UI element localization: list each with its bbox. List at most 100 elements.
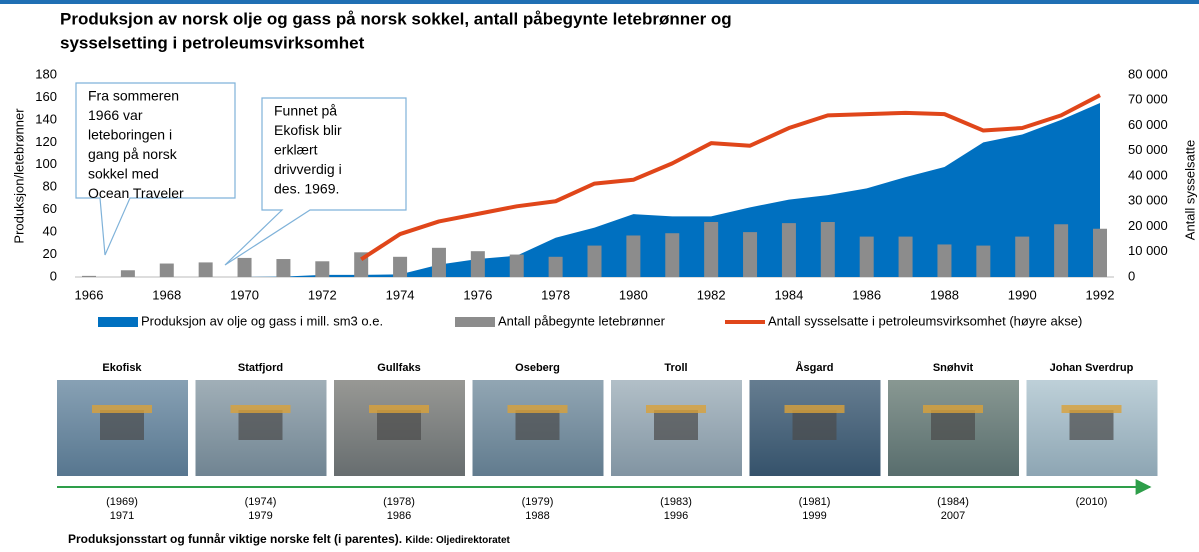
- annotation-text: Ocean Traveler: [88, 185, 184, 201]
- bar: [159, 263, 174, 277]
- bar: [1054, 224, 1069, 277]
- discovery-year: (1981): [799, 496, 831, 508]
- platform: [1069, 410, 1114, 440]
- bar: [509, 254, 524, 277]
- annotation-text: gang på norsk: [88, 146, 178, 162]
- y-tick-label: 0: [50, 268, 57, 283]
- bar: [898, 236, 913, 277]
- discovery-year: (1974): [245, 496, 277, 508]
- platform-deck: [1061, 405, 1122, 413]
- discovery-year: (1984): [937, 496, 969, 508]
- area: [89, 103, 1100, 277]
- platform-deck: [646, 405, 706, 413]
- discovery-year: (1978): [383, 496, 415, 508]
- y2-tick-label: 30 000: [1128, 193, 1168, 208]
- x-tick-label: 1968: [152, 287, 181, 302]
- field-name: Ekofisk: [102, 362, 142, 374]
- platform-deck: [784, 405, 845, 413]
- legend-label: Antall sysselsatte i petroleumsvirksomhe…: [768, 313, 1082, 328]
- x-tick-label: 1970: [230, 287, 259, 302]
- y-tick-label: 140: [35, 111, 57, 126]
- x-tick-label: 1980: [619, 287, 648, 302]
- y2-tick-label: 20 000: [1128, 218, 1168, 233]
- bar: [431, 247, 446, 277]
- bar: [548, 256, 563, 277]
- line: [360, 93, 1101, 262]
- y-tick-label: 180: [35, 66, 57, 81]
- bar: [120, 270, 135, 277]
- x-tick-label: 1984: [774, 287, 803, 302]
- start-year: 1996: [664, 510, 688, 522]
- bar: [1015, 236, 1030, 277]
- bar: [859, 236, 874, 277]
- y2-tick-label: 70 000: [1128, 92, 1168, 107]
- discovery-year: (1983): [660, 496, 692, 508]
- x-tick-label: 1978: [541, 287, 570, 302]
- bar: [198, 262, 213, 277]
- annotation-text: des. 1969.: [274, 181, 339, 197]
- field-name: Johan Sverdrup: [1050, 362, 1134, 374]
- annotation-text: Funnet på: [274, 103, 337, 119]
- y-axis-label: Produksjon/letebrønner: [11, 108, 26, 244]
- bar: [704, 222, 719, 277]
- platform: [377, 410, 421, 440]
- bar: [820, 222, 835, 277]
- y-tick-label: 60: [43, 201, 57, 216]
- annotation-text: 1966 var: [88, 107, 143, 123]
- y-tick-label: 160: [35, 89, 57, 104]
- bar: [665, 233, 680, 277]
- annotation-text: sokkel med: [88, 166, 159, 182]
- bar: [393, 256, 408, 277]
- platform: [238, 410, 283, 440]
- start-year: 1979: [248, 510, 272, 522]
- y2-axis-label: Antall sysselsatte: [1182, 140, 1197, 240]
- legend-label: Produksjon av olje og gass i mill. sm3 o…: [141, 313, 383, 328]
- start-year: 1986: [387, 510, 411, 522]
- source: Kilde: Oljedirektoratet: [405, 535, 510, 546]
- bar: [315, 261, 330, 277]
- bar: [626, 235, 641, 277]
- top-rule: [0, 0, 1199, 4]
- bar: [82, 275, 96, 277]
- bar: [976, 245, 991, 277]
- bar: [276, 259, 291, 277]
- annotation-text: erklært: [274, 142, 318, 158]
- platform: [931, 410, 975, 440]
- bar: [470, 251, 485, 277]
- platform: [654, 410, 698, 440]
- start-year: 2007: [941, 510, 965, 522]
- caption: Produksjonsstart og funnår viktige norsk…: [68, 532, 511, 546]
- legend-swatch: [98, 317, 138, 327]
- platform: [100, 410, 144, 440]
- x-tick-label: 1988: [930, 287, 959, 302]
- field-name: Statfjord: [238, 362, 283, 374]
- legend-label: Antall påbegynte letebrønner: [498, 313, 666, 328]
- x-tick-label: 1992: [1086, 287, 1115, 302]
- platform-deck: [507, 405, 568, 413]
- chart-title: Produksjon av norsk olje og gass på nors…: [60, 9, 732, 28]
- start-year: 1999: [802, 510, 826, 522]
- caption-text: Produksjonsstart og funnår viktige norsk…: [68, 532, 402, 546]
- x-tick-label: 1972: [308, 287, 337, 302]
- annotation-text: drivverdig i: [274, 161, 342, 177]
- x-tick-label: 1986: [852, 287, 881, 302]
- platform: [515, 410, 560, 440]
- x-tick-label: 1990: [1008, 287, 1037, 302]
- y2-tick-label: 60 000: [1128, 117, 1168, 132]
- legend-swatch: [455, 317, 495, 327]
- field-name: Åsgard: [796, 361, 834, 374]
- discovery-year: (1979): [522, 496, 554, 508]
- y2-tick-label: 10 000: [1128, 243, 1168, 258]
- y-tick-label: 100: [35, 156, 57, 171]
- y-tick-label: 120: [35, 134, 57, 149]
- field-name: Snøhvit: [933, 362, 974, 374]
- y2-tick-label: 40 000: [1128, 167, 1168, 182]
- y2-tick-label: 0: [1128, 268, 1135, 283]
- x-tick-label: 1974: [386, 287, 415, 302]
- field-name: Oseberg: [515, 362, 560, 374]
- field-name: Gullfaks: [377, 362, 420, 374]
- start-year: 1988: [525, 510, 549, 522]
- bar: [237, 257, 252, 277]
- field-name: Troll: [664, 362, 687, 374]
- annotation-text: Ekofisk blir: [274, 122, 342, 138]
